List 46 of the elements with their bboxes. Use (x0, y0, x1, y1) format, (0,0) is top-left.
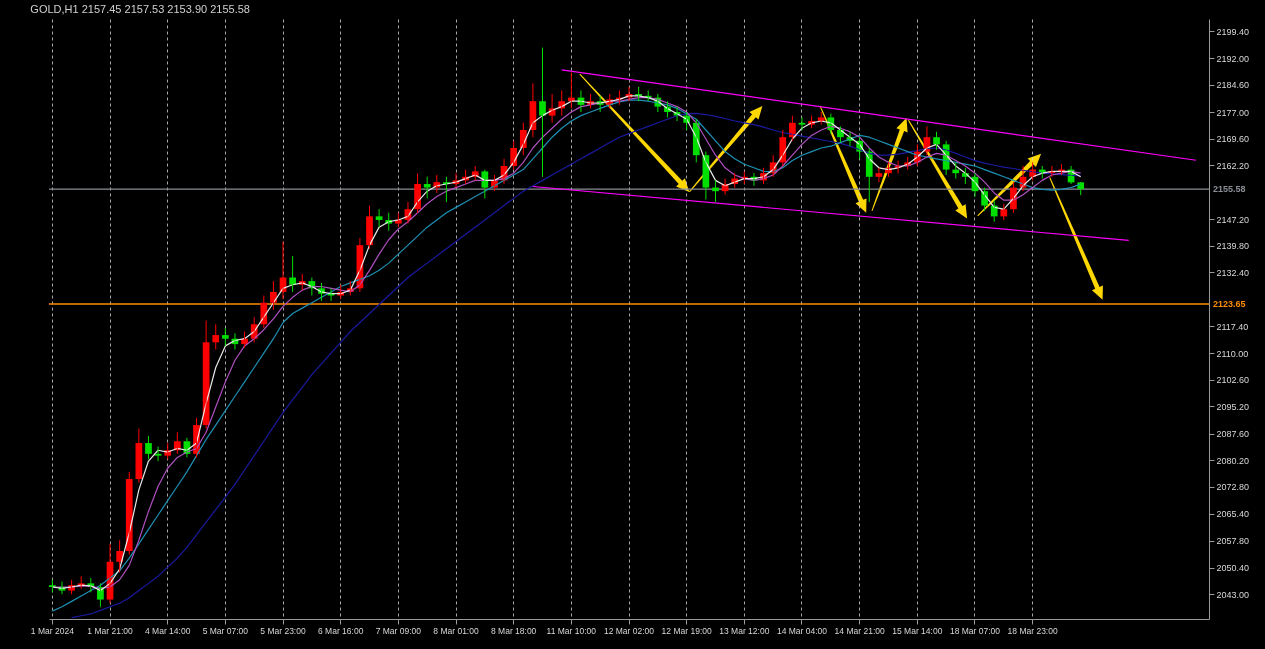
x-tick-label: 14 Mar 04:00 (776, 625, 828, 636)
x-tick-label: 12 Mar 19:00 (661, 625, 712, 636)
x-tick-label: 8 Mar 18:00 (490, 625, 537, 636)
y-tick-label: 2139.80 (1216, 241, 1250, 252)
y-tick-label: 2147.20 (1216, 214, 1250, 225)
y-tick-label: 2162.20 (1216, 160, 1250, 171)
y-tick-label: 2199.40 (1216, 26, 1250, 37)
y-tick-label: 2095.20 (1216, 401, 1250, 412)
chart-title: GOLD,H1 2157.45 2157.53 2153.90 2155.58 (30, 3, 250, 15)
candlestick (221, 327, 229, 347)
y-tick-label: 2169.60 (1216, 134, 1250, 145)
candlestick (817, 111, 825, 126)
y-tick-label: 2192.00 (1216, 53, 1250, 64)
x-tick-label: 13 Mar 12:00 (719, 625, 770, 636)
x-tick-label: 1 Mar 2024 (30, 625, 75, 636)
y-tick-label: 2043.00 (1216, 589, 1250, 600)
candlestick (77, 575, 85, 590)
x-tick-label: 11 Mar 10:00 (546, 625, 597, 636)
y-tick-label: 2065.40 (1216, 509, 1250, 520)
y-tick-label: 2080.20 (1216, 455, 1250, 466)
y-tick-label: 2110.00 (1216, 348, 1249, 359)
x-tick-label: 12 Mar 02:00 (603, 625, 655, 636)
x-tick-label: 5 Mar 07:00 (202, 625, 249, 636)
x-tick-label: 18 Mar 07:00 (949, 625, 1001, 636)
candlestick (145, 435, 152, 460)
y-tick-label: 2184.60 (1216, 80, 1250, 91)
y-tick-label: 2057.80 (1216, 536, 1250, 547)
x-tick-label: 8 Mar 01:00 (433, 625, 479, 636)
y-tick-label: 2177.00 (1216, 107, 1250, 118)
x-tick-label: 5 Mar 23:00 (260, 625, 306, 636)
x-tick-label: 4 Mar 14:00 (145, 625, 191, 636)
y-tick-label: 2050.40 (1216, 563, 1250, 574)
y-tick-label: 2132.40 (1216, 267, 1250, 278)
candlestick (423, 176, 431, 199)
x-tick-label: 7 Mar 09:00 (375, 625, 422, 636)
y-tick-label: 2102.60 (1216, 375, 1250, 386)
y-tick-label: 2087.60 (1216, 429, 1250, 440)
x-tick-label: 18 Mar 23:00 (1007, 625, 1058, 636)
ref-line-label: 2155.58 (1213, 184, 1246, 195)
x-tick-label: 14 Mar 21:00 (834, 625, 885, 636)
x-tick-label: 1 Mar 21:00 (87, 625, 133, 636)
x-tick-label: 6 Mar 16:00 (317, 625, 364, 636)
x-tick-label: 15 Mar 14:00 (892, 625, 943, 636)
y-tick-label: 2117.40 (1216, 321, 1249, 332)
y-tick-label: 2072.80 (1216, 482, 1250, 493)
ref-line-label: 2123.65 (1213, 298, 1246, 309)
